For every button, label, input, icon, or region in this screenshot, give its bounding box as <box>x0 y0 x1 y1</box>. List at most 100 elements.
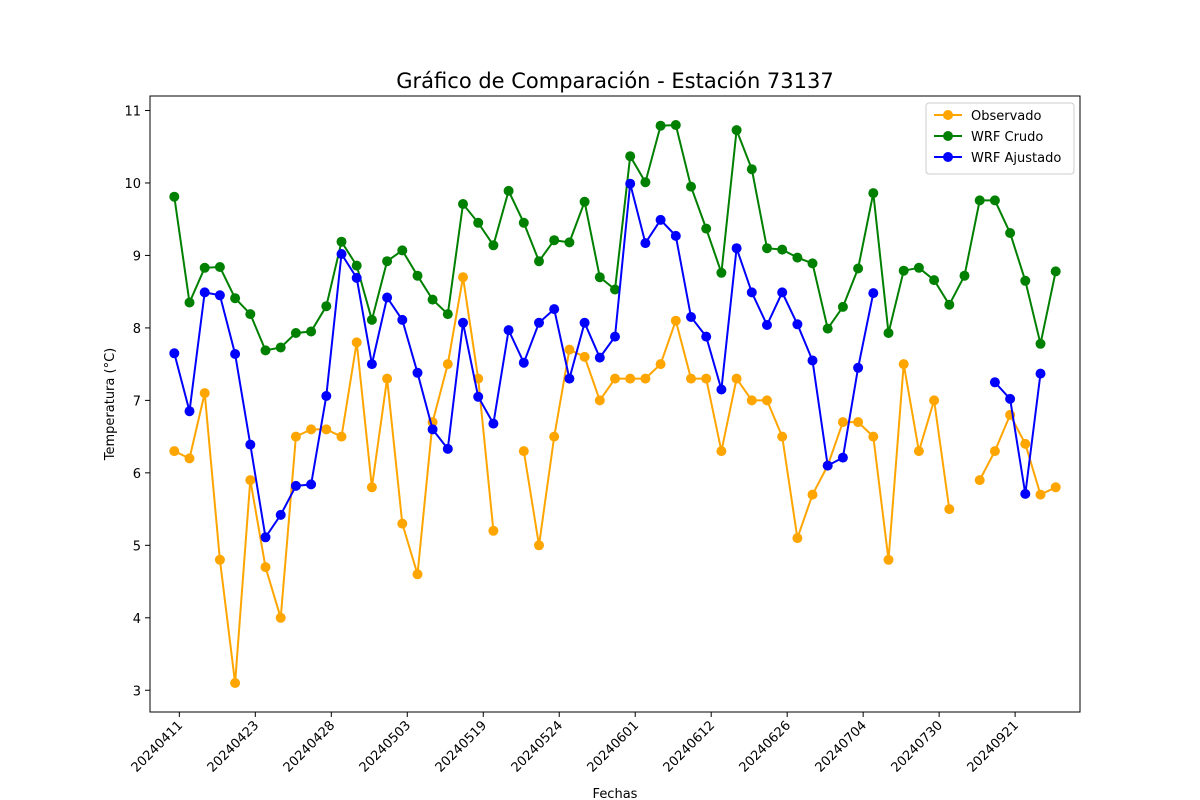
data-point <box>382 292 393 303</box>
data-point <box>655 120 666 131</box>
data-point <box>762 395 772 406</box>
data-point <box>549 431 560 442</box>
chart-title: Gráfico de Comparación - Estación 73137 <box>396 69 833 93</box>
data-point <box>184 297 195 308</box>
data-point <box>549 304 560 315</box>
data-point <box>610 373 620 384</box>
data-point <box>1005 393 1016 404</box>
data-point <box>944 504 955 515</box>
data-point <box>473 391 484 402</box>
data-point <box>777 431 788 442</box>
data-point <box>199 388 210 399</box>
data-point <box>1050 482 1061 493</box>
data-point <box>427 294 438 305</box>
data-point <box>245 475 256 486</box>
data-point <box>1050 266 1061 277</box>
y-tick-label: 7 <box>133 394 141 409</box>
data-point <box>290 480 301 491</box>
data-point <box>853 362 864 373</box>
data-point <box>442 443 453 454</box>
data-point <box>746 395 757 406</box>
data-point <box>184 453 195 464</box>
data-point <box>594 395 605 406</box>
data-point <box>518 446 529 457</box>
data-point <box>655 214 666 225</box>
data-point <box>731 373 742 384</box>
data-point <box>397 518 408 529</box>
data-point <box>366 482 377 493</box>
data-point <box>321 391 332 401</box>
data-point <box>762 243 772 254</box>
data-point <box>640 177 651 188</box>
data-point <box>822 323 833 334</box>
data-point <box>716 267 727 278</box>
data-point <box>488 240 499 251</box>
data-point <box>929 275 940 286</box>
legend-entry: WRF Ajustado <box>971 151 1061 166</box>
data-point <box>321 424 332 435</box>
y-tick-label: 5 <box>133 539 141 554</box>
series-wrf-crudo <box>169 120 1061 356</box>
y-tick-label: 4 <box>133 612 141 627</box>
legend-entry: WRF Crudo <box>971 130 1043 145</box>
data-point <box>1035 338 1046 349</box>
data-point <box>792 252 803 263</box>
data-point <box>625 373 636 384</box>
data-point <box>336 431 347 442</box>
data-point <box>594 352 605 363</box>
data-point <box>412 569 423 580</box>
legend-swatch-marker <box>943 131 953 141</box>
data-point <box>959 270 970 281</box>
data-point <box>929 395 940 406</box>
data-point <box>746 287 757 298</box>
data-point <box>412 367 423 378</box>
data-point <box>670 230 681 241</box>
data-point <box>397 245 408 256</box>
data-point <box>275 342 286 353</box>
data-point <box>989 195 1000 206</box>
data-point <box>199 287 210 298</box>
legend: Observado WRF Crudo WRF Ajustado <box>925 102 1075 175</box>
data-point <box>351 260 362 271</box>
data-point <box>610 284 620 295</box>
data-point <box>989 377 1000 388</box>
data-point <box>534 256 544 267</box>
x-axis-label: Fechas <box>593 787 638 800</box>
data-point <box>579 317 590 328</box>
data-point <box>640 373 651 384</box>
data-point <box>974 475 985 486</box>
y-tick-label: 10 <box>124 177 141 192</box>
data-point <box>807 258 818 269</box>
data-point <box>184 406 195 417</box>
y-tick-label: 3 <box>133 684 141 699</box>
series-line <box>994 373 1042 495</box>
data-point <box>321 301 332 312</box>
data-point <box>458 199 468 209</box>
data-point <box>214 262 225 272</box>
data-point <box>898 359 909 370</box>
data-point <box>503 325 514 336</box>
data-point <box>473 217 484 228</box>
data-point <box>686 373 696 384</box>
data-point <box>868 188 879 199</box>
data-point <box>777 244 788 255</box>
data-point <box>427 424 438 435</box>
data-point <box>260 562 271 573</box>
data-point <box>701 331 712 342</box>
data-point <box>853 263 864 274</box>
data-point <box>822 460 833 471</box>
series-wrf-ajustado <box>169 178 1046 543</box>
data-point <box>306 326 317 337</box>
data-point <box>716 446 727 457</box>
data-point <box>913 262 924 273</box>
data-point <box>382 256 393 267</box>
data-point <box>275 612 286 623</box>
data-point <box>868 431 879 442</box>
data-point <box>290 431 301 442</box>
legend-swatch-marker <box>943 152 953 162</box>
data-point <box>1035 489 1046 500</box>
y-tick-label: 9 <box>133 249 141 264</box>
data-point <box>807 489 818 500</box>
